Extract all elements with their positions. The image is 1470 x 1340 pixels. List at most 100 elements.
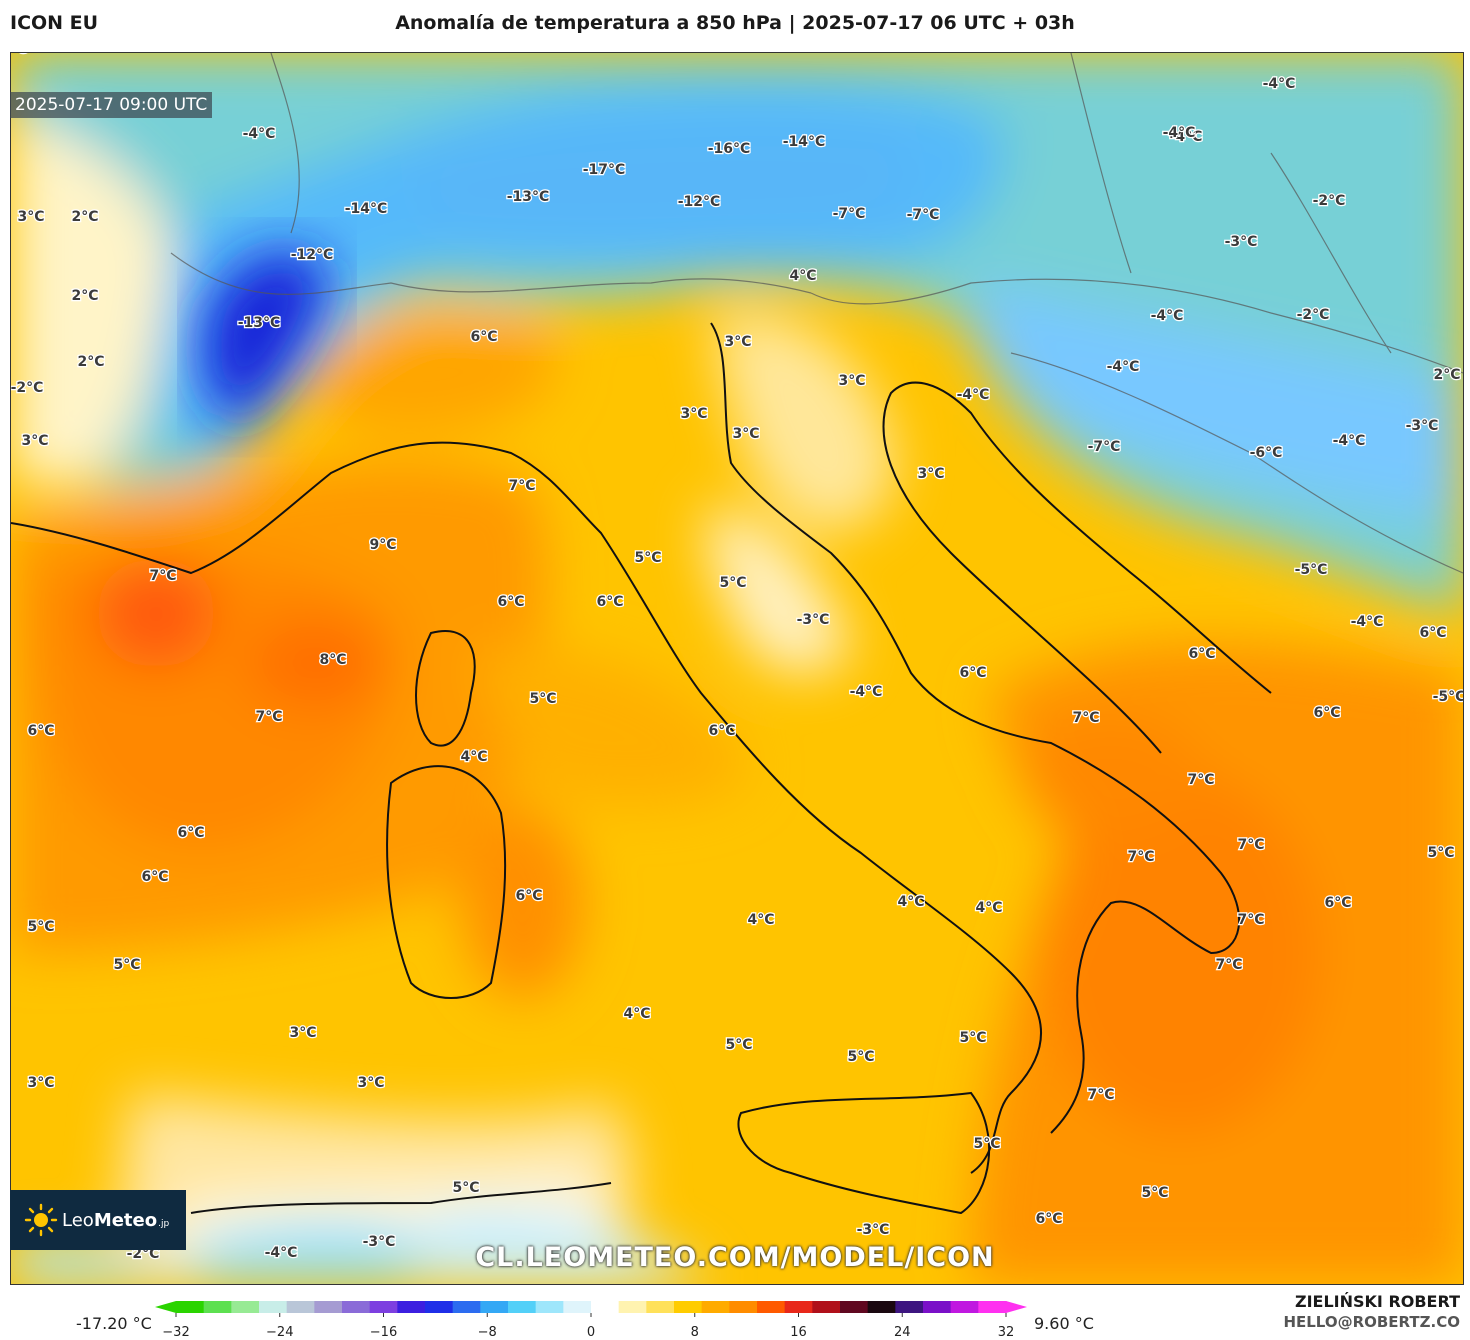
- colorbar-cell: [978, 1301, 1007, 1313]
- temperature-label: -4°C: [1170, 129, 1203, 145]
- colorbar-min-label: -17.20 °C: [76, 1314, 152, 1333]
- valid-time: 2025-07-17 09:00 UTC: [10, 92, 213, 118]
- colorbar-tick-label: 16: [790, 1325, 807, 1340]
- borders: [170, 53, 1463, 574]
- temperature-label: 6°C: [1419, 625, 1446, 641]
- colorbar-max-label: 9.60 °C: [1034, 1314, 1094, 1333]
- temperature-label: 6°C: [959, 665, 986, 681]
- temperature-label: 9°C: [369, 537, 396, 553]
- temperature-label: 3°C: [289, 1025, 316, 1041]
- temperature-label: -4°C: [1333, 433, 1366, 449]
- colorbar-cell: [563, 1301, 592, 1313]
- temperature-label: 3°C: [724, 334, 751, 350]
- temperature-label: 7°C: [1072, 710, 1099, 726]
- temperature-label: 6°C: [1035, 1211, 1062, 1227]
- temperature-label: 7°C: [1087, 1087, 1114, 1103]
- temperature-label: 4°C: [747, 912, 774, 928]
- temperature-label: 4°C: [460, 749, 487, 765]
- temperature-label: 5°C: [1427, 845, 1454, 861]
- temperature-label: 7°C: [508, 478, 535, 494]
- temperature-label: 5°C: [973, 1136, 1000, 1152]
- colorbar-cell: [646, 1301, 675, 1313]
- temperature-label: 3°C: [917, 466, 944, 482]
- temperature-label: -4°C: [243, 126, 276, 142]
- temperature-label: 4°C: [789, 268, 816, 284]
- temperature-label: 4°C: [975, 900, 1002, 916]
- temperature-label: -7°C: [1088, 439, 1121, 455]
- colorbar-min-arrow: [155, 1301, 176, 1313]
- colorbar-tick-label: 32: [998, 1325, 1015, 1340]
- colorbar-cell: [176, 1301, 205, 1313]
- colorbar-cell: [674, 1301, 703, 1313]
- temperature-label: -7°C: [833, 206, 866, 222]
- temperature-label: 6°C: [177, 825, 204, 841]
- colorbar-cell: [701, 1301, 730, 1313]
- temperature-label: -3°C: [1225, 234, 1258, 250]
- colorbar: −32 −24 −16 −8 0 8 16 24 32: [155, 1301, 1027, 1340]
- temperature-label: -12°C: [678, 194, 721, 210]
- temperature-label: 2°C: [71, 288, 98, 304]
- colorbar-tick-label: −24: [266, 1325, 293, 1340]
- colorbar-cell: [259, 1301, 288, 1313]
- colorbar-tick-label: −8: [478, 1325, 497, 1340]
- colorbar-cell: [812, 1301, 841, 1313]
- temperature-labels: -4°C-4°C-4°C-16°C -14°C-17°C-13°C -12°C-14…: [11, 53, 1463, 1263]
- temperature-label: 3°C: [680, 406, 707, 422]
- colorbar-cell: [757, 1301, 786, 1313]
- temperature-label: -5°C: [1295, 562, 1328, 578]
- temperature-label: -5°C: [1433, 689, 1463, 705]
- temperature-label: 6°C: [1324, 895, 1351, 911]
- colorbar-cell: [286, 1301, 315, 1313]
- colorbar-cell: [729, 1301, 758, 1313]
- logo-suffix: .jp: [158, 1219, 170, 1229]
- temperature-label: -4°C: [1107, 359, 1140, 375]
- temperature-label: -3°C: [1406, 418, 1439, 434]
- temperature-label: -13°C: [238, 315, 281, 331]
- colorbar-tick-label: −32: [162, 1325, 189, 1340]
- colorbar-cell: [508, 1301, 537, 1313]
- temperature-label: -4°C: [1263, 76, 1296, 92]
- temperature-label: 3°C: [732, 426, 759, 442]
- temperature-label: 7°C: [149, 568, 176, 584]
- temperature-label: 6°C: [141, 869, 168, 885]
- temperature-label: 4°C: [897, 894, 924, 910]
- temperature-label: 4°C: [623, 1006, 650, 1022]
- temperature-label: 3°C: [21, 433, 48, 449]
- temperature-label: -4°C: [1151, 308, 1184, 324]
- temperature-label: 6°C: [596, 594, 623, 610]
- temperature-label: -4°C: [11, 53, 27, 57]
- temperature-label: 6°C: [1188, 646, 1215, 662]
- logo-brand-bold: Meteo: [93, 1209, 158, 1231]
- temperature-label: 6°C: [470, 329, 497, 345]
- temperature-label: 5°C: [27, 919, 54, 935]
- temperature-label: 6°C: [1313, 705, 1340, 721]
- coastlines: [11, 322, 1272, 1215]
- temperature-label: 5°C: [725, 1037, 752, 1053]
- temperature-label: 6°C: [515, 888, 542, 904]
- temperature-label: 7°C: [1237, 912, 1264, 928]
- map-canvas: -4°C-4°C-4°C-16°C -14°C-17°C-13°C -12°C-14…: [11, 53, 1463, 1284]
- temperature-label: 5°C: [959, 1030, 986, 1046]
- temperature-label: -2°C: [11, 380, 43, 396]
- temperature-label: 5°C: [113, 957, 140, 973]
- colorbar-cell: [452, 1301, 481, 1313]
- colorbar-cell: [425, 1301, 454, 1313]
- temperature-label: 7°C: [255, 709, 282, 725]
- temperature-label: -4°C: [957, 387, 990, 403]
- colorbar-cell: [397, 1301, 426, 1313]
- logo-brand-light: Leo: [62, 1209, 94, 1231]
- colorbar-tick-label: 8: [691, 1325, 699, 1340]
- colorbar-cell: [231, 1301, 260, 1313]
- colorbar-cell: [535, 1301, 564, 1313]
- colorbar-cell: [618, 1301, 647, 1313]
- temperature-label: -7°C: [907, 207, 940, 223]
- anomaly-field: [11, 53, 1463, 1284]
- temperature-label: 2°C: [1433, 367, 1460, 383]
- leometeo-logo: Leo Meteo .jp: [10, 1190, 186, 1250]
- temperature-label: 8°C: [319, 652, 346, 668]
- temperature-label: 5°C: [452, 1180, 479, 1196]
- temperature-label: 5°C: [719, 575, 746, 591]
- temperature-label: -14°C: [345, 201, 388, 217]
- temperature-label: -3°C: [363, 1234, 396, 1250]
- temperature-label: 2°C: [77, 354, 104, 370]
